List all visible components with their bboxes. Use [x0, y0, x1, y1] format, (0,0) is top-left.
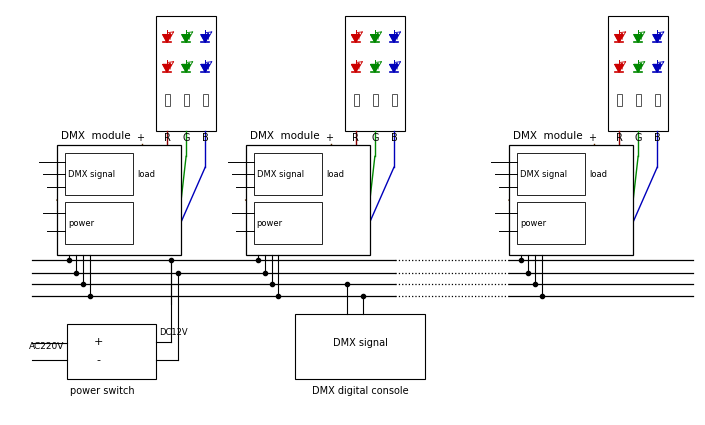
Polygon shape [634, 35, 642, 42]
Polygon shape [390, 35, 398, 42]
Polygon shape [163, 65, 171, 72]
Text: +: + [325, 133, 333, 144]
Bar [373, 94, 378, 106]
Polygon shape [390, 65, 398, 72]
Text: power switch: power switch [70, 386, 135, 396]
Text: load: load [137, 170, 155, 178]
Text: -: - [96, 355, 100, 365]
Bar [254, 153, 322, 195]
Bar [157, 16, 216, 130]
Polygon shape [653, 65, 661, 72]
Bar [636, 94, 641, 106]
Text: DMX signal: DMX signal [333, 338, 387, 348]
Text: DMX signal: DMX signal [68, 170, 115, 178]
Bar [617, 94, 622, 106]
Text: power: power [68, 218, 94, 227]
Text: DMX digital console: DMX digital console [312, 386, 408, 396]
Polygon shape [201, 35, 209, 42]
Bar [184, 94, 189, 106]
Bar [517, 153, 585, 195]
Polygon shape [201, 65, 209, 72]
Text: R: R [615, 133, 623, 144]
Polygon shape [182, 35, 190, 42]
Bar [65, 202, 133, 244]
Bar [165, 94, 170, 106]
Text: DMX signal: DMX signal [520, 170, 567, 178]
Text: B: B [391, 133, 398, 144]
Text: B: B [202, 133, 209, 144]
Bar [509, 145, 633, 255]
Text: G: G [634, 133, 642, 144]
Text: +: + [136, 133, 145, 144]
Bar [57, 145, 181, 255]
Bar [655, 94, 660, 106]
Polygon shape [163, 35, 171, 42]
Text: AC220V: AC220V [29, 342, 64, 351]
Bar [254, 202, 322, 244]
Polygon shape [352, 35, 360, 42]
Text: DC12V: DC12V [159, 328, 188, 337]
Text: DMX  module: DMX module [250, 130, 319, 141]
Text: G: G [183, 133, 190, 144]
Text: load: load [589, 170, 607, 178]
Text: +: + [94, 337, 103, 347]
Text: R: R [164, 133, 171, 144]
Text: G: G [371, 133, 379, 144]
Text: load: load [326, 170, 344, 178]
Bar [65, 153, 133, 195]
Polygon shape [182, 65, 190, 72]
Text: DMX  module: DMX module [61, 130, 130, 141]
Bar [517, 202, 585, 244]
Text: B: B [654, 133, 661, 144]
Bar [608, 16, 668, 130]
Text: +: + [589, 133, 596, 144]
Bar [345, 16, 405, 130]
Text: power: power [520, 218, 546, 227]
Polygon shape [371, 35, 379, 42]
Polygon shape [615, 65, 623, 72]
Polygon shape [634, 65, 642, 72]
Bar [295, 314, 424, 379]
Polygon shape [653, 35, 661, 42]
Bar [246, 145, 370, 255]
Bar [203, 94, 208, 106]
Bar [67, 324, 157, 379]
Bar [354, 94, 359, 106]
Text: DMX  module: DMX module [513, 130, 582, 141]
Polygon shape [615, 35, 623, 42]
Text: R: R [352, 133, 360, 144]
Polygon shape [352, 65, 360, 72]
Polygon shape [371, 65, 379, 72]
Text: power: power [257, 218, 283, 227]
Text: DMX signal: DMX signal [257, 170, 304, 178]
Bar [392, 94, 397, 106]
